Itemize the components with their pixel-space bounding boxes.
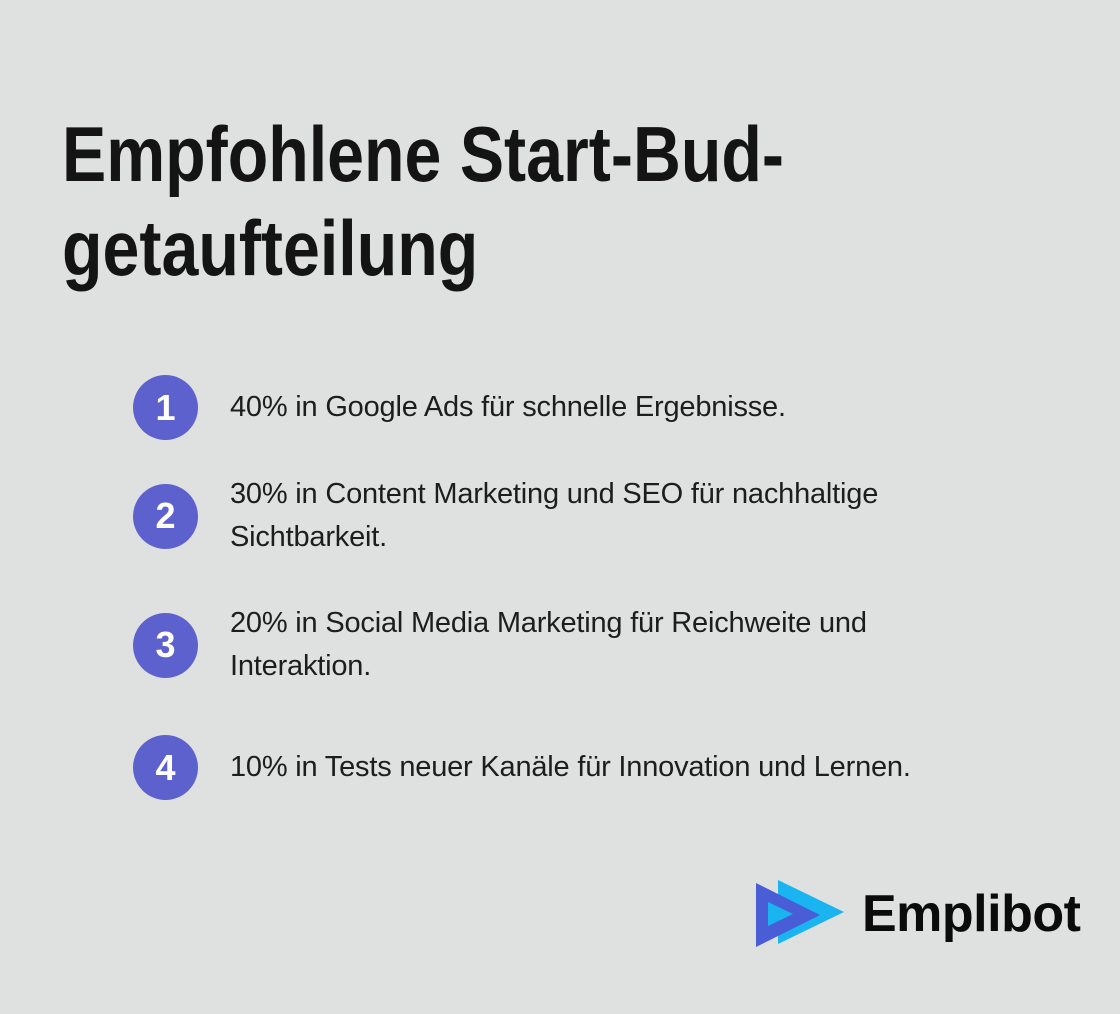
item-3-number-badge: 3 — [133, 612, 198, 678]
item-2-line-2: Sichtbarkeit. — [230, 521, 387, 553]
list-item-4: 4 10% in Tests neuer Kanäle für Innovati… — [133, 735, 911, 800]
item-1-number: 1 — [155, 386, 176, 428]
list-item-2: 2 30% in Content Marketing und SEO für n… — [133, 473, 878, 559]
item-3-text: 20% in Social Media Marketing für Reichw… — [230, 602, 867, 688]
item-2-number-badge: 2 — [133, 483, 198, 549]
item-2-line-1: 30% in Content Marketing und SEO für nac… — [230, 478, 879, 510]
title-line-1: Empfohlene Start-Bud- — [62, 110, 784, 198]
item-3-line-1: 20% in Social Media Marketing für Reichw… — [230, 607, 867, 639]
item-4-line-1: 10% in Tests neuer Kanäle für Innovation… — [230, 751, 911, 783]
item-4-number-badge: 4 — [133, 735, 198, 800]
item-2-number: 2 — [155, 495, 176, 536]
item-1-line-1: 40% in Google Ads für schnelle Ergebniss… — [230, 391, 786, 423]
item-3-number: 3 — [155, 624, 176, 665]
item-1-number-badge: 1 — [133, 375, 198, 440]
brand-name: Emplibot — [862, 885, 1081, 943]
item-1-text: 40% in Google Ads für schnelle Ergebniss… — [230, 386, 786, 429]
title-line-2: getaufteilung — [62, 204, 479, 292]
item-4-text: 10% in Tests neuer Kanäle für Innovation… — [230, 746, 911, 789]
item-2-text: 30% in Content Marketing und SEO für nac… — [230, 473, 878, 559]
page-title: Empfohlene Start-Bud- getaufteilung — [62, 107, 784, 295]
item-4-number: 4 — [155, 746, 176, 788]
list-item-3: 3 20% in Social Media Marketing für Reic… — [133, 602, 867, 688]
item-3-line-2: Interaktion. — [230, 650, 372, 682]
double-play-triangles-icon — [756, 880, 844, 947]
emplibot-logo: Emplibot — [752, 876, 1081, 952]
list-item-1: 1 40% in Google Ads für schnelle Ergebni… — [133, 375, 786, 440]
